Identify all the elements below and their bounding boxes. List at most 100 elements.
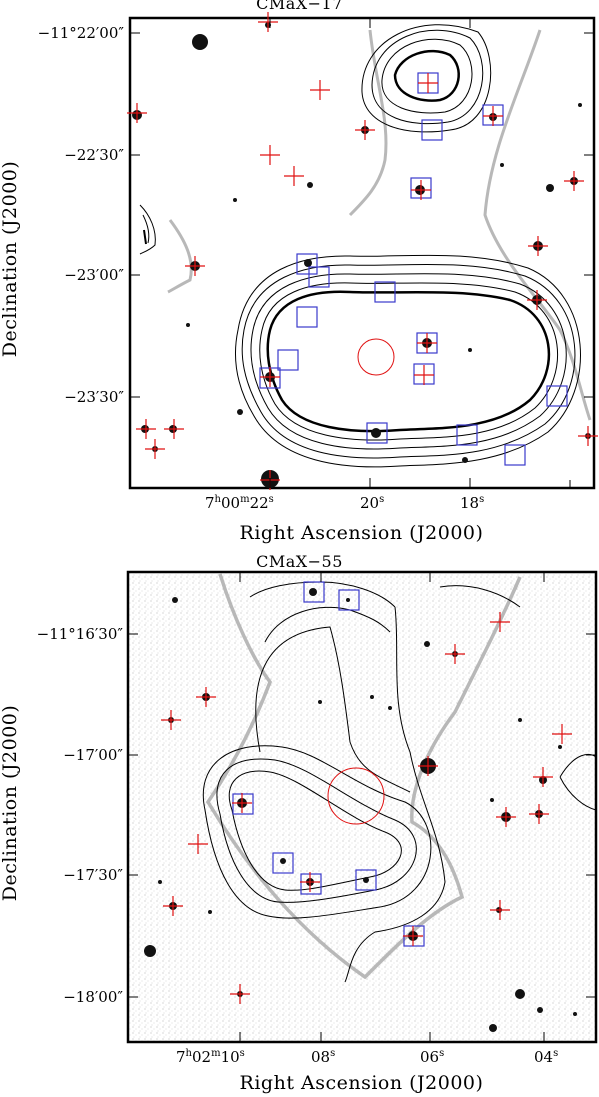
star [573,1012,577,1016]
ra-seconds: 04 [534,1048,554,1066]
source-box [303,581,325,603]
cross-marker [232,793,252,813]
dec-tick-label: −11°22′00″ [37,24,124,42]
outer-contour-line [205,573,522,980]
ra-minutes: 00 [221,494,241,512]
star [546,184,554,192]
cross-marker [355,120,375,140]
cross-marker [260,145,280,165]
axis-ticks [128,572,596,1042]
contour-line [228,770,402,891]
panel-cmax-55: CMaX−55 [0,552,599,1097]
dec-tick-label: −17′30″ [63,866,123,884]
source-box [232,793,254,815]
ra-tick-label: 08s [311,1048,336,1066]
cross-marker [527,290,547,310]
star [237,409,243,415]
dec-tick-label: −11°16′30″ [36,625,123,643]
cross-marker [533,767,553,787]
cross-marker [417,333,437,353]
cross-marker [490,900,510,920]
cross-marker [136,419,156,439]
ra-seconds: 08 [311,1048,331,1066]
contours [202,581,597,983]
dec-tick-label: −23′00″ [64,266,124,284]
star [307,182,313,188]
ra-hours: 7 [205,494,215,512]
star [280,858,286,864]
star [424,641,430,647]
cross-marker [188,834,208,854]
upper-contours [361,24,492,133]
panel-title: CMaX−55 [256,552,343,571]
star [370,695,374,699]
star [489,1024,497,1032]
source-box [456,424,478,446]
star [388,706,392,710]
contour-line [559,754,597,811]
ra-seconds: 06 [420,1048,440,1066]
star [518,718,522,722]
cross-marker [496,807,516,827]
star [515,989,525,999]
source-box [338,589,360,611]
cross-marker [490,612,510,632]
source-box [300,873,322,895]
star [309,588,317,596]
cross-marker [310,80,330,100]
ra-hours: 7 [176,1048,186,1066]
star [172,597,178,603]
source-box [504,444,526,466]
ra-tick-label: 18s [460,494,485,512]
ra-tick-label: 06s [420,1048,445,1066]
cross-marker [528,236,548,256]
source-box [355,869,377,891]
ra-seconds: 22 [249,494,269,512]
star [462,457,468,463]
dec-tick-label: −23′30″ [64,388,124,406]
cross-marker [578,426,598,446]
source-crosses [161,612,572,1004]
star [192,34,208,50]
cross-marker [163,896,183,916]
x-axis-label: Right Ascension (J2000) [239,1072,484,1094]
star [558,745,562,749]
edge-contour [139,204,156,255]
cross-marker [258,12,278,32]
contour-line [216,758,417,903]
star [346,598,350,602]
source-box [277,349,299,371]
source-box [308,266,330,288]
cross-marker [185,256,205,276]
contour-line [255,626,411,793]
contour-line [344,606,446,983]
cross-marker [403,926,423,946]
source-crosses [127,12,598,490]
outer-contours [205,573,522,980]
source-box [296,306,318,328]
source-box [272,852,294,874]
star-field [144,588,577,1032]
source-box [421,119,443,141]
cross-marker [418,756,438,776]
star [186,323,190,327]
ra-seconds: 10 [220,1048,240,1066]
star [318,700,322,704]
ra-seconds: 20 [360,494,380,512]
star [578,103,582,107]
star [500,163,504,167]
cross-marker [230,984,250,1004]
contour-line [202,745,432,919]
contour-line [439,585,521,608]
y-axis-label: Declination (J2000) [0,704,21,902]
star [208,910,212,914]
dec-tick-label: −18′00″ [63,988,123,1006]
source-box [366,422,388,444]
cross-marker [196,687,216,707]
star [537,1007,543,1013]
star [144,945,156,957]
star [490,798,494,802]
cross-marker [161,710,181,730]
target-circle [327,767,385,825]
cross-marker [445,644,465,664]
